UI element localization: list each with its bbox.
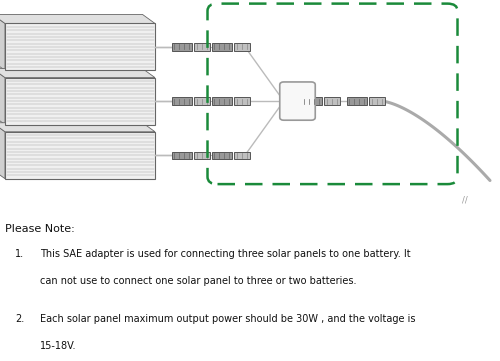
FancyBboxPatch shape	[212, 43, 232, 51]
Polygon shape	[0, 14, 155, 23]
Polygon shape	[0, 69, 155, 78]
Polygon shape	[0, 69, 5, 125]
Text: Please Note:: Please Note:	[5, 224, 75, 234]
FancyBboxPatch shape	[194, 43, 210, 51]
Text: 2.: 2.	[15, 314, 24, 324]
FancyBboxPatch shape	[212, 97, 232, 105]
FancyBboxPatch shape	[5, 78, 155, 125]
Text: Each solar panel maximum output power should be 30W , and the voltage is: Each solar panel maximum output power sh…	[40, 314, 416, 324]
Polygon shape	[0, 14, 5, 70]
FancyBboxPatch shape	[194, 152, 210, 159]
Text: 15-18V.: 15-18V.	[40, 341, 76, 351]
FancyBboxPatch shape	[234, 97, 250, 105]
Text: 1.: 1.	[15, 249, 24, 259]
Polygon shape	[0, 123, 5, 179]
FancyBboxPatch shape	[368, 97, 384, 105]
FancyBboxPatch shape	[172, 152, 192, 159]
FancyBboxPatch shape	[346, 97, 366, 105]
FancyBboxPatch shape	[302, 97, 322, 105]
FancyBboxPatch shape	[280, 82, 316, 120]
FancyBboxPatch shape	[172, 97, 192, 105]
FancyBboxPatch shape	[212, 152, 232, 159]
FancyBboxPatch shape	[5, 132, 155, 179]
FancyBboxPatch shape	[234, 43, 250, 51]
FancyBboxPatch shape	[5, 23, 155, 70]
Text: This SAE adapter is used for connecting three solar panels to one battery. It: This SAE adapter is used for connecting …	[40, 249, 410, 259]
FancyBboxPatch shape	[194, 97, 210, 105]
Polygon shape	[0, 123, 155, 132]
FancyBboxPatch shape	[172, 43, 192, 51]
Text: can not use to connect one solar panel to three or two batteries.: can not use to connect one solar panel t…	[40, 276, 356, 286]
FancyBboxPatch shape	[234, 152, 250, 159]
FancyBboxPatch shape	[324, 97, 340, 105]
Text: //: //	[462, 196, 468, 205]
